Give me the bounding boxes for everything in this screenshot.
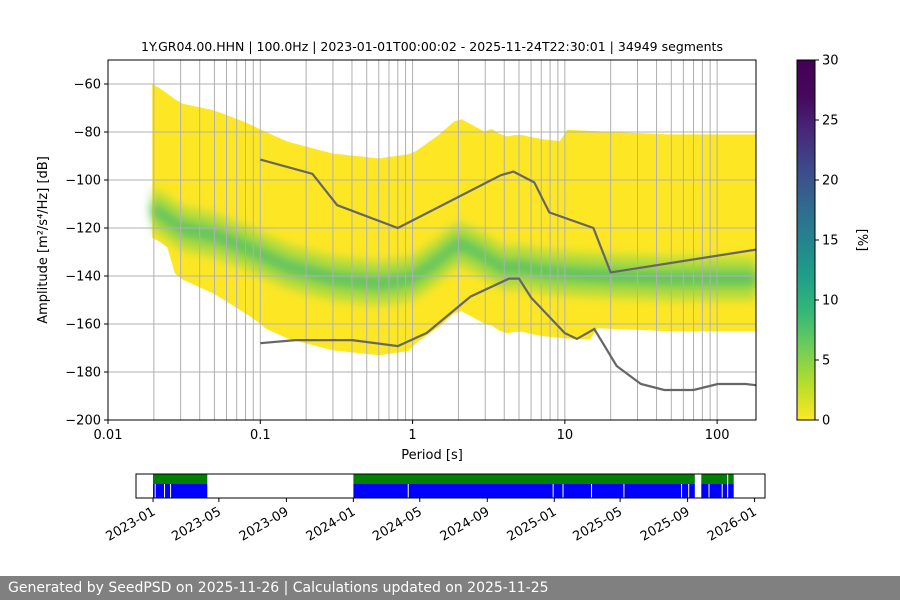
colorbar-tick-label: 5 (822, 354, 830, 369)
chart-title: 1Y.GR04.00.HHN | 100.0Hz | 2023-01-01T00… (141, 39, 723, 54)
psd-figure: 1Y.GR04.00.HHN | 100.0Hz | 2023-01-01T00… (36, 39, 869, 545)
footer-text: Generated by SeedPSD on 2025-11-26 | Cal… (0, 576, 900, 600)
psd-heatmap (152, 84, 756, 356)
y-axis-label: Amplitude [m²/s⁴/Hz] [dB] (36, 156, 51, 324)
y-tick-label: −80 (74, 126, 101, 141)
availability-bar-blue (353, 484, 695, 498)
nhnm-curve (260, 158, 756, 274)
timeline-tick-label: 2025-05 (571, 504, 626, 544)
timeline-tick-label: 2023-01 (103, 504, 158, 544)
psd-plot-area: 0.01 0.1 1 10 100 −200 −180 −160 −140 −120 −100 −80… (36, 59, 757, 463)
timeline-tick-label: 2023-09 (237, 504, 292, 544)
y-tick-label: −60 (74, 78, 101, 93)
colorbar-gradient (797, 60, 815, 420)
timeline-frame (135, 473, 766, 499)
availability-bar-blue (701, 484, 728, 498)
y-tick-label: −180 (65, 366, 101, 381)
nlnm-curve (260, 277, 756, 392)
plot-frame (107, 59, 757, 421)
x-tick-label: 1 (408, 428, 416, 443)
timeline-tick-label: 2024-05 (370, 504, 425, 544)
x-tick-label: 10 (557, 428, 574, 443)
colorbar-tick-label: 10 (822, 294, 839, 309)
grid-lines (107, 60, 756, 421)
availability-bar-green (353, 474, 695, 484)
x-tick-label: 0.1 (250, 428, 271, 443)
y-tick-label: −100 (65, 174, 101, 189)
y-tick-label: −160 (65, 318, 101, 333)
colorbar-tick-label: 20 (822, 174, 839, 189)
x-tick-label: 0.01 (94, 428, 123, 443)
timeline-tick-label: 2025-01 (505, 504, 560, 544)
heatmap-envelope (152, 84, 756, 356)
x-tick-label: 100 (705, 428, 730, 443)
colorbar-tick-label: 30 (822, 54, 839, 69)
timeline-tick-label: 2023-05 (169, 504, 224, 544)
y-tick-label: −140 (65, 270, 101, 285)
colorbar-label: [%] (854, 229, 869, 252)
heatmap-band-core (152, 205, 756, 287)
y-tick-label: −200 (65, 414, 101, 429)
timeline-tick-label: 2026-01 (705, 504, 760, 544)
availability-bar-green (728, 474, 734, 484)
availability-bar-green (701, 474, 728, 484)
timeline-tick-label: 2025-09 (638, 504, 693, 544)
colorbar-tick-label: 25 (822, 114, 839, 129)
y-tick-label: −120 (65, 222, 101, 237)
availability-timeline: 2023-01 2023-05 2023-09 2024-01 2024-05 2024-… (103, 473, 766, 545)
availability-bar-blue (153, 484, 208, 498)
timeline-tick-label: 2024-01 (304, 504, 359, 544)
colorbar-tick-label: 0 (822, 414, 830, 429)
timeline-tick-label: 2024-09 (438, 504, 493, 544)
x-axis-label: Period [s] (401, 448, 463, 463)
colorbar-tick-label: 15 (822, 234, 839, 249)
availability-bar-green (153, 474, 208, 484)
availability-bar-blue (728, 484, 734, 498)
colorbar: 0 5 10 15 20 25 30 [%] (796, 54, 869, 429)
